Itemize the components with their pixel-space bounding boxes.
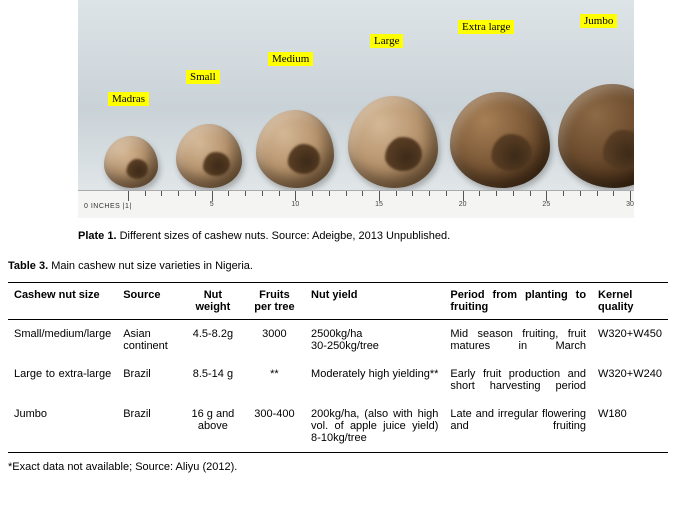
nut-jumbo <box>558 84 634 188</box>
cell-yield: 200kg/ha, (also with high vol. of apple … <box>305 400 444 453</box>
col-fruits: Fruits per tree <box>244 283 305 320</box>
nut-small <box>176 124 242 188</box>
size-label-madras: Madras <box>108 92 149 106</box>
cell-source: Asian continent <box>117 320 182 361</box>
col-kernel: Kernel quality <box>592 283 668 320</box>
size-label-medium: Medium <box>268 52 313 66</box>
nut-medium <box>256 110 334 188</box>
table-title-text: Main cashew nut size varieties in Nigeri… <box>48 260 253 272</box>
varieties-table: Cashew nut size Source Nut weight Fruits… <box>8 282 668 453</box>
plate-caption-text: Different sizes of cashew nuts. Source: … <box>117 230 451 242</box>
cell-weight: 16 g and above <box>182 400 244 453</box>
col-weight: Nut weight <box>182 283 244 320</box>
size-label-extra-large: Extra large <box>458 20 514 34</box>
nut-extra-large <box>450 92 550 188</box>
cell-period: Early fruit production and short harvest… <box>444 360 592 400</box>
cell-size: Large to extra-large <box>8 360 117 400</box>
cell-kernel: W320+W240 <box>592 360 668 400</box>
cell-fruits: 3000 <box>244 320 305 361</box>
cell-size: Small/medium/large <box>8 320 117 361</box>
table-row: Jumbo Brazil 16 g and above 300-400 200k… <box>8 400 668 453</box>
cell-fruits: 300-400 <box>244 400 305 453</box>
nut-large <box>348 96 438 188</box>
table-footnote: *Exact data not available; Source: Aliyu… <box>8 461 675 473</box>
col-period: Period from planting to fruiting <box>444 283 592 320</box>
col-size: Cashew nut size <box>8 283 117 320</box>
nut-madras <box>104 136 158 188</box>
cell-period: Mid season fruiting, fruit matures in Ma… <box>444 320 592 361</box>
size-label-large: Large <box>370 34 403 48</box>
col-yield: Nut yield <box>305 283 444 320</box>
plate-caption-bold: Plate 1. <box>78 230 117 242</box>
cell-yield: Moderately high yielding** <box>305 360 444 400</box>
plate-photo: Madras Small Medium Large Extra large Ju… <box>78 0 634 218</box>
table-body: Small/medium/large Asian continent 4.5-8… <box>8 320 668 453</box>
size-label-small: Small <box>186 70 220 84</box>
size-label-jumbo: Jumbo <box>580 14 617 28</box>
table-row: Large to extra-large Brazil 8.5-14 g ** … <box>8 360 668 400</box>
cell-fruits: ** <box>244 360 305 400</box>
cell-size: Jumbo <box>8 400 117 453</box>
table-header-row: Cashew nut size Source Nut weight Fruits… <box>8 283 668 320</box>
cell-source: Brazil <box>117 360 182 400</box>
table-row: Small/medium/large Asian continent 4.5-8… <box>8 320 668 361</box>
plate-caption: Plate 1. Different sizes of cashew nuts.… <box>78 230 663 242</box>
cell-period: Late and irregular flowering and fruitin… <box>444 400 592 453</box>
cell-kernel: W320+W450 <box>592 320 668 361</box>
cell-weight: 4.5-8.2g <box>182 320 244 361</box>
cell-yield: 2500kg/ha30-250kg/tree <box>305 320 444 361</box>
ruler-unit-label: 0 INCHES |1| <box>84 203 132 210</box>
ruler: 0 INCHES |1| 51015202530 <box>78 190 634 218</box>
cell-weight: 8.5-14 g <box>182 360 244 400</box>
col-source: Source <box>117 283 182 320</box>
cell-kernel: W180 <box>592 400 668 453</box>
cell-source: Brazil <box>117 400 182 453</box>
table-title: Table 3. Main cashew nut size varieties … <box>8 260 675 272</box>
table-title-bold: Table 3. <box>8 260 48 272</box>
